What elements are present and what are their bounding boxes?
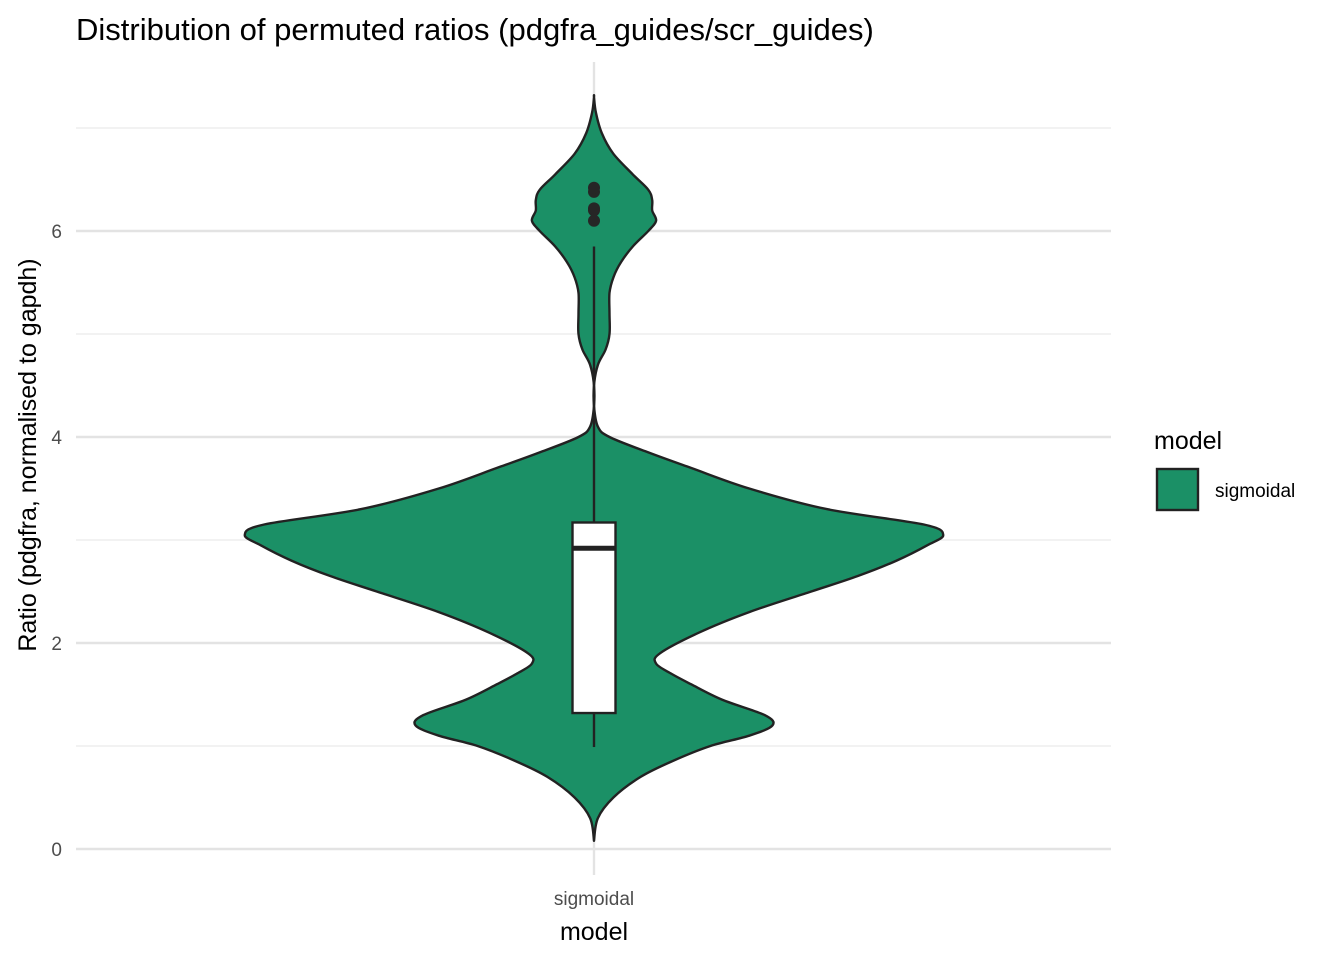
legend: model sigmoidal <box>1154 427 1295 512</box>
legend-title: model <box>1154 427 1222 455</box>
legend-key-sigmoidal <box>1155 467 1200 512</box>
outlier-point <box>588 214 600 227</box>
outlier-point <box>588 202 600 215</box>
y-tick-label: 2 <box>51 634 62 655</box>
y-tick-label: 0 <box>51 840 62 861</box>
y-tick-label: 4 <box>51 428 62 449</box>
legend-label-sigmoidal: sigmoidal <box>1215 481 1295 502</box>
y-tick-label: 6 <box>51 222 62 243</box>
y-tick-labels: 0 2 4 6 <box>51 222 62 861</box>
outliers-layer <box>588 181 600 227</box>
box-iqr <box>571 521 617 715</box>
x-tick-label: sigmoidal <box>554 889 634 910</box>
outlier-point <box>588 181 600 194</box>
chart-title: Distribution of permuted ratios (pdgfra_… <box>76 12 874 47</box>
y-axis-title: Ratio (pdgfra, normalised to gapdh) <box>14 258 42 651</box>
boxplot-layer <box>571 246 617 748</box>
x-axis-title: model <box>560 918 628 946</box>
